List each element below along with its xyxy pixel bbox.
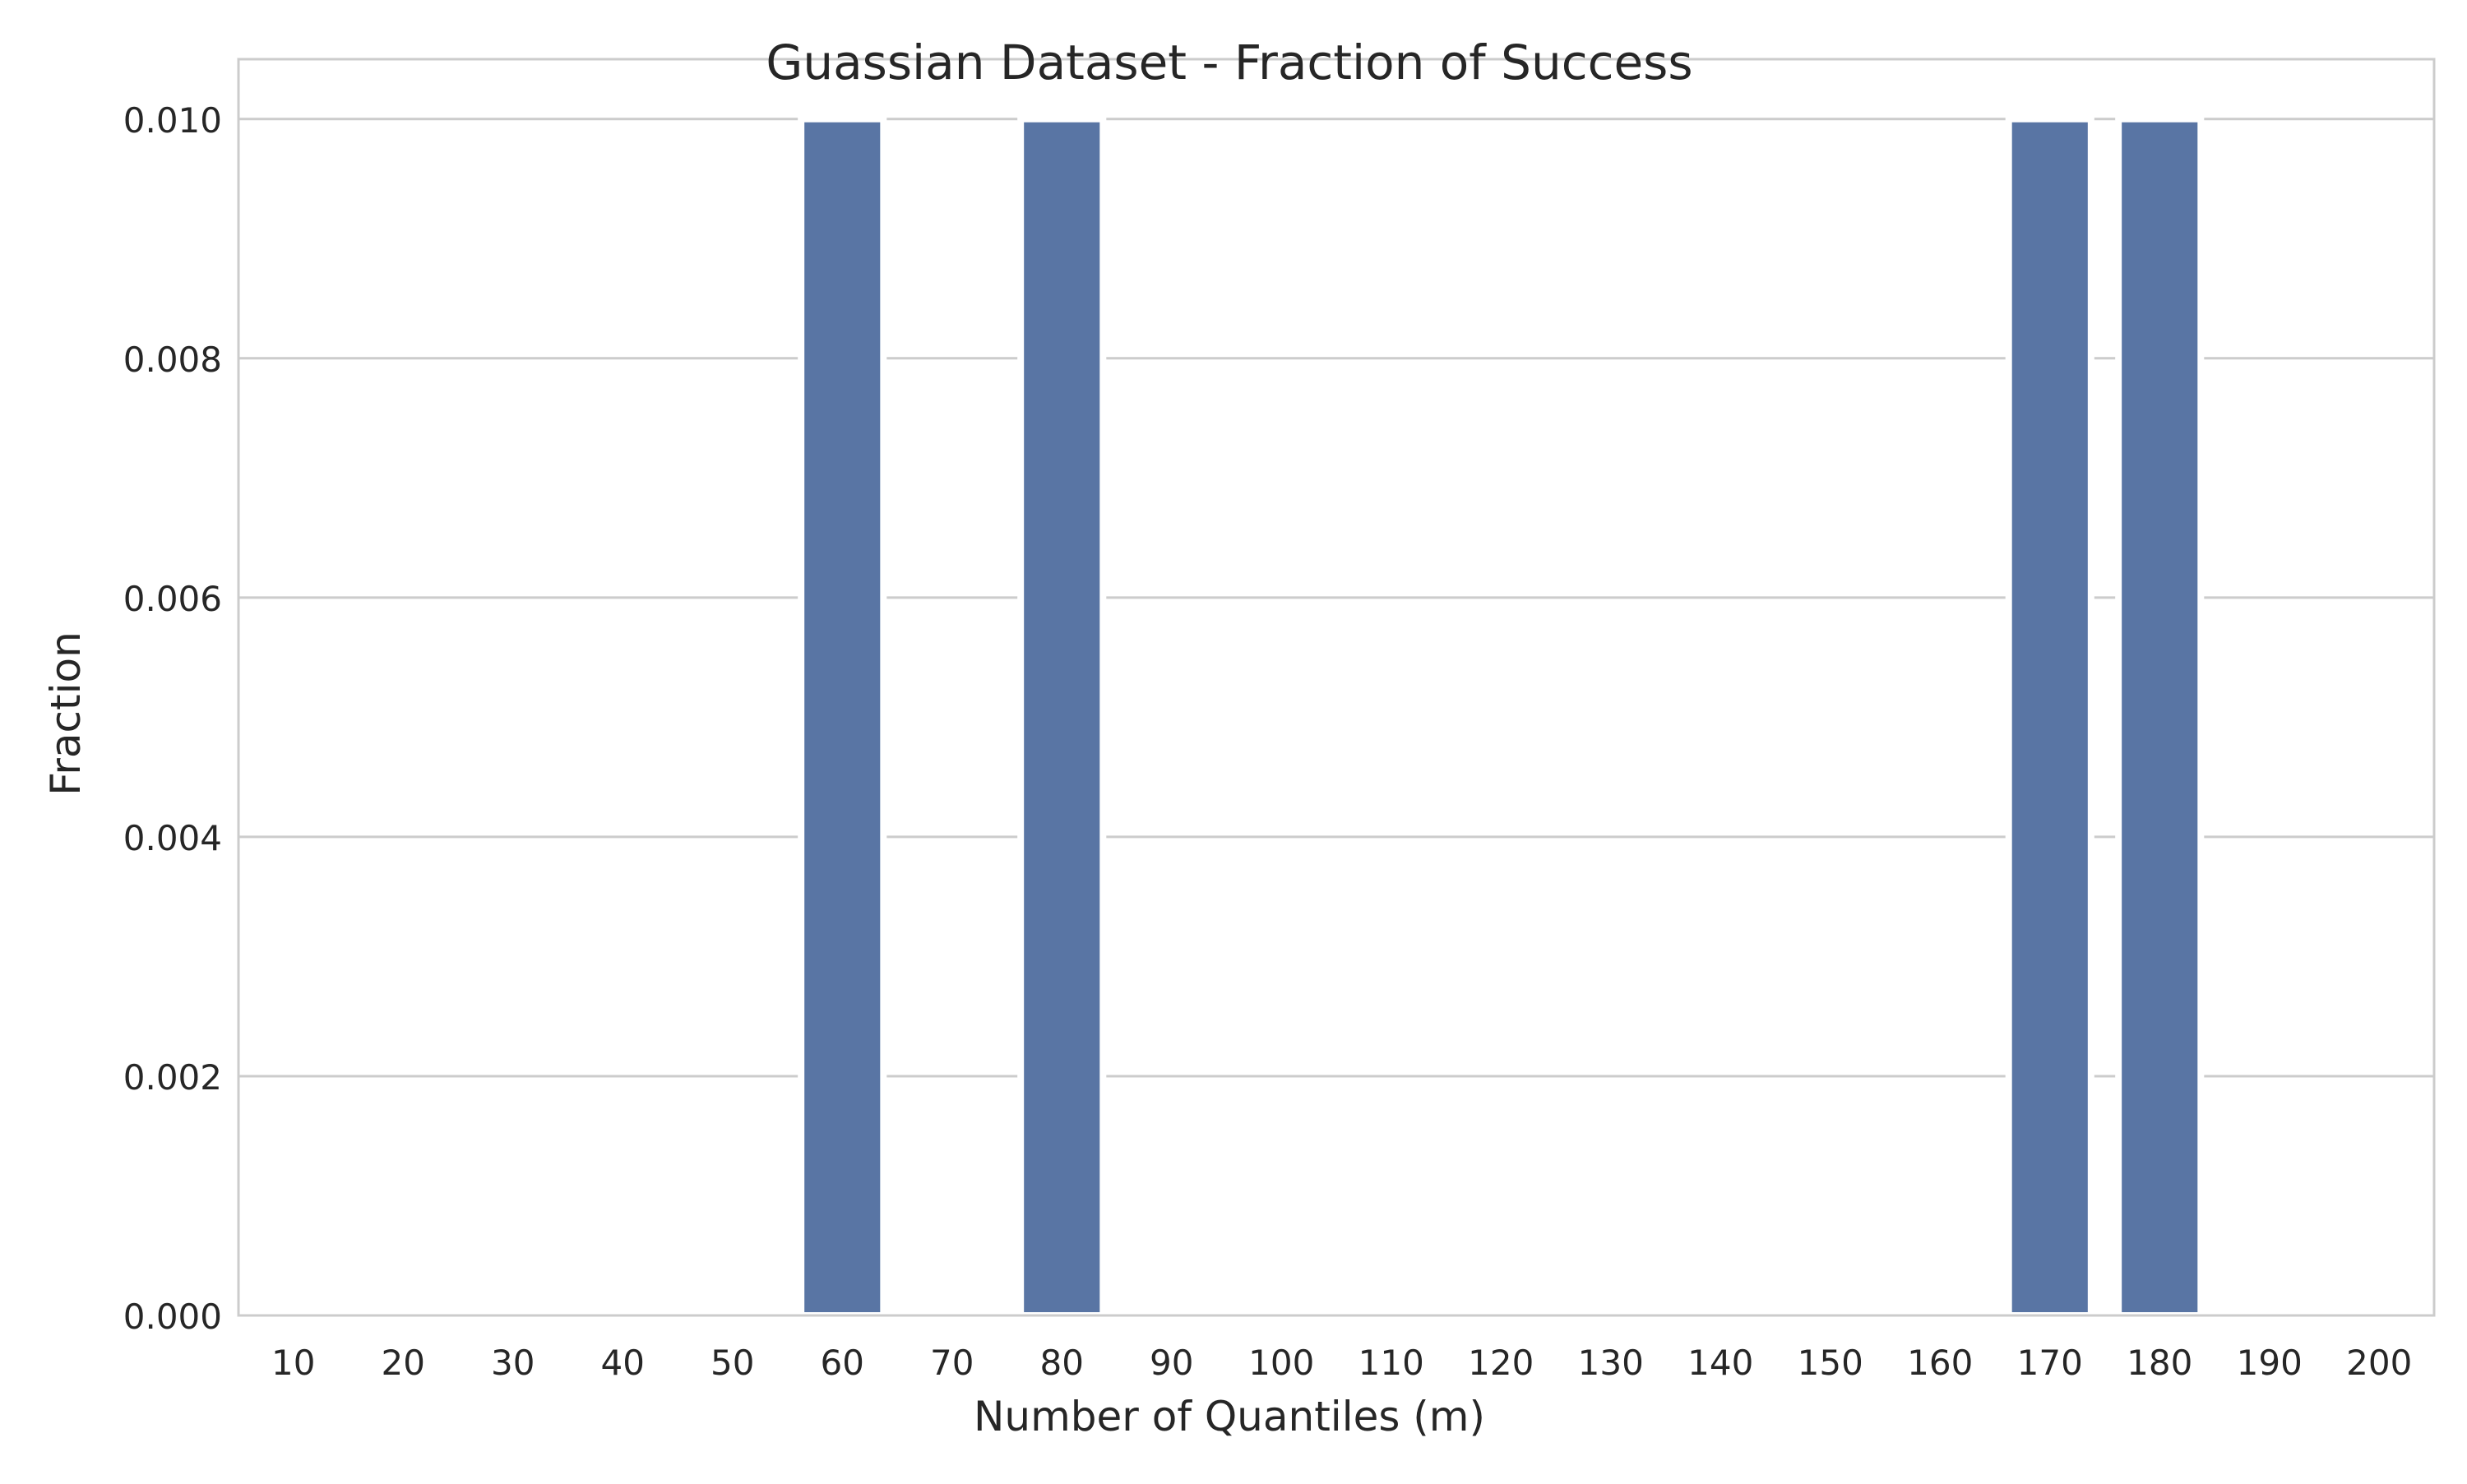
x-tick-label: 30	[491, 1343, 535, 1383]
x-tick-label: 200	[2346, 1343, 2412, 1383]
bar-180	[2115, 115, 2205, 1319]
chart-title: Guassian Dataset - Fraction of Success	[766, 35, 1692, 90]
x-tick-label: 140	[1687, 1343, 1753, 1383]
bar-60	[798, 115, 887, 1319]
x-tick-label: 190	[2237, 1343, 2303, 1383]
y-tick-label: 0.010	[123, 100, 222, 141]
bars	[798, 115, 2205, 1319]
x-tick-label: 130	[1578, 1343, 1644, 1383]
x-tick-label: 180	[2127, 1343, 2192, 1383]
y-tick-labels: 0.000 0.002 0.004 0.006 0.008 0.010	[123, 100, 222, 1337]
x-tick-label: 150	[1798, 1343, 1863, 1383]
plot-frame	[237, 58, 2436, 1317]
x-tick-label: 160	[1907, 1343, 1973, 1383]
x-tick-label: 10	[271, 1343, 315, 1383]
x-tick-labels: 10 20 30 40 50 60 70 80 90 100 110 120 130 140 150 160 1…	[271, 1343, 2412, 1383]
x-tick-label: 40	[601, 1343, 645, 1383]
x-tick-label: 60	[821, 1343, 864, 1383]
y-tick-label: 0.008	[123, 340, 222, 380]
y-axis-label: Fraction	[42, 631, 90, 796]
x-tick-label: 70	[930, 1343, 974, 1383]
x-tick-label: 90	[1150, 1343, 1193, 1383]
x-tick-label: 110	[1358, 1343, 1424, 1383]
bar-80	[1017, 115, 1107, 1319]
y-tick-label: 0.002	[123, 1057, 222, 1098]
x-tick-label: 170	[2017, 1343, 2083, 1383]
x-tick-label: 50	[710, 1343, 754, 1383]
y-tick-label: 0.000	[123, 1297, 222, 1337]
bar-170	[2005, 115, 2094, 1319]
y-tick-label: 0.006	[123, 579, 222, 619]
x-tick-label: 120	[1468, 1343, 1534, 1383]
x-tick-label: 80	[1040, 1343, 1084, 1383]
y-tick-label: 0.004	[123, 818, 222, 858]
x-tick-label: 20	[382, 1343, 425, 1383]
x-tick-label: 100	[1248, 1343, 1314, 1383]
x-axis-label: Number of Quantiles (m)	[974, 1393, 1485, 1440]
